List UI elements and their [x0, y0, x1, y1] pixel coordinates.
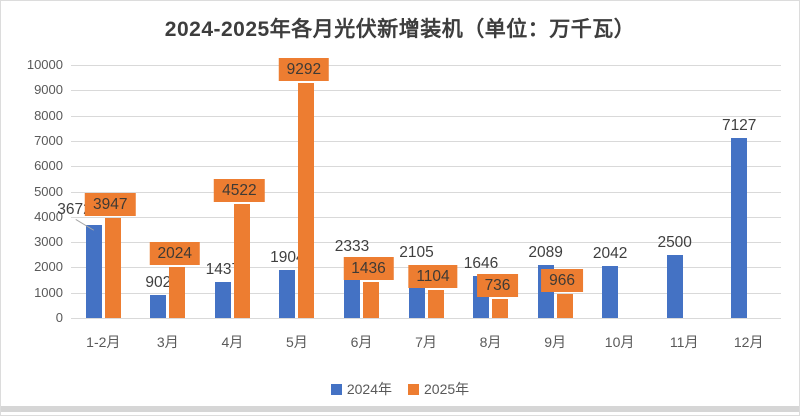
- gridline: [71, 65, 781, 66]
- y-axis-label: 4000: [34, 208, 63, 224]
- window-bottom-edge: [1, 406, 799, 412]
- value-label-2024年: 1646: [463, 255, 499, 273]
- x-axis-label: 11月: [669, 334, 699, 350]
- value-label-box-2025年: 1436: [343, 256, 394, 280]
- gridline: [71, 115, 781, 117]
- gridline: [71, 166, 781, 168]
- value-label-box-2025年: 966: [541, 268, 584, 292]
- gridline: [71, 90, 781, 92]
- gridline: [71, 140, 781, 142]
- bar-2025年: [427, 290, 444, 318]
- y-axis-label: 8000: [34, 107, 63, 123]
- bar-2024年: [666, 254, 683, 319]
- gridline: [71, 191, 781, 193]
- value-label-2024年: 1904: [270, 248, 305, 266]
- bar-2025年: [104, 218, 121, 318]
- bar-2024年: [602, 266, 619, 318]
- y-axis-label: 5000: [34, 183, 63, 199]
- y-axis-label: 3000: [34, 234, 63, 250]
- y-axis-label: 0: [55, 310, 63, 325]
- x-axis-label: 4月: [221, 334, 244, 350]
- y-axis-label: 2000: [34, 259, 63, 275]
- y-axis-label: 10000: [26, 57, 63, 72]
- x-axis-label: 1-2月: [86, 334, 121, 350]
- chart-title: 2024-2025年各月光伏新增装机（单位：万千瓦）: [164, 18, 636, 41]
- bar-2025年: [169, 266, 186, 318]
- gridline: [71, 292, 781, 294]
- x-axis-label: 3月: [156, 334, 179, 350]
- bar-2024年: [85, 225, 102, 318]
- gridline: [71, 242, 781, 244]
- x-axis-label: 9月: [544, 334, 566, 350]
- y-axis-label: 1000: [34, 284, 63, 300]
- x-axis-label: 8月: [479, 334, 502, 350]
- chart-legend: 2024年 2025年: [1, 379, 799, 399]
- value-label-2024年: 2333: [334, 238, 370, 255]
- value-label-box-2025年: 2024: [149, 241, 201, 265]
- value-label-2024年: 3672: [57, 201, 92, 219]
- value-label-2024年: 902: [145, 274, 172, 292]
- bar-2024年: [279, 269, 296, 318]
- legend-item-2025: 2025年: [408, 379, 469, 399]
- bar-2024年: [214, 281, 231, 318]
- x-axis-label: 10月: [604, 334, 635, 350]
- value-label-2024年: 2105: [399, 243, 434, 261]
- gridline: [71, 216, 781, 218]
- y-axis-label: 7000: [34, 132, 63, 148]
- bar-2025年: [492, 299, 508, 318]
- value-label-2024年: 2089: [528, 244, 563, 262]
- gridline: [71, 318, 781, 319]
- value-label-box-2025年: 1104: [408, 265, 458, 289]
- value-label-2024年: 2500: [657, 233, 692, 251]
- value-label-2024年: 2042: [592, 245, 628, 263]
- x-axis-label: 12月: [733, 334, 764, 350]
- y-axis-label: 9000: [34, 82, 63, 98]
- value-label-2024年: 7127: [721, 116, 757, 134]
- x-axis-label: 7月: [415, 334, 437, 350]
- bar-2025年: [556, 293, 573, 318]
- legend-label-2024: 2024年: [346, 381, 392, 397]
- value-label-box-2025年: 9292: [278, 57, 330, 81]
- bar-2025年: [298, 82, 315, 318]
- bar-2024年: [150, 295, 167, 318]
- bar-2024年: [731, 137, 748, 318]
- legend-item-2024: 2024年: [330, 379, 392, 399]
- legend-swatch-2025-icon: [408, 383, 419, 395]
- legend-swatch-2024-icon: [330, 383, 342, 395]
- x-axis-label: 5月: [285, 334, 308, 350]
- legend-label-2025: 2025年: [424, 381, 470, 397]
- y-axis-label: 6000: [34, 158, 63, 174]
- bar-2025年: [363, 281, 379, 318]
- bar-2025年: [233, 203, 250, 318]
- value-label-2024年: 1437: [205, 260, 241, 278]
- value-label-box-2025年: 3947: [85, 193, 136, 217]
- value-label-box-2025年: 4522: [214, 178, 265, 202]
- x-axis-label: 6月: [350, 334, 373, 350]
- value-label-box-2025年: 736: [476, 274, 519, 298]
